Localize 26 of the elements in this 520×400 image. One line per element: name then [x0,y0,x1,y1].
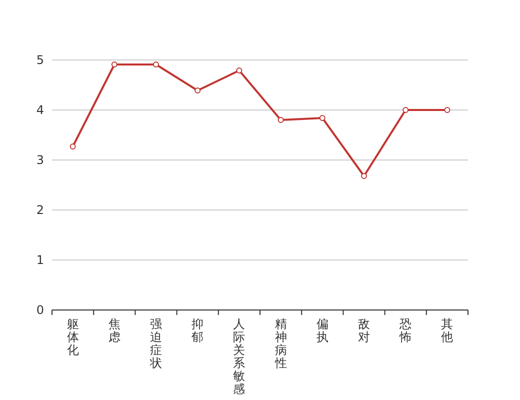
y-tick-label: 4 [36,103,44,117]
point [319,115,326,121]
point [153,62,159,68]
point [278,117,284,123]
point [361,173,367,179]
point [444,107,450,113]
x-tick-label: 人际关系敏感 [233,317,246,396]
y-tick-label: 5 [36,53,44,67]
x-tick-label: 抑郁 [192,317,204,344]
x-tick-label: 敌对 [358,317,370,344]
x-tick-label: 恐怖 [398,317,412,344]
point [111,62,118,68]
x-tick-label: 焦虑 [108,317,120,344]
y-tick-label: 2 [36,203,44,217]
x-tick-label: 精神病性 [274,317,287,370]
point [402,107,409,113]
y-tick-label: 3 [36,153,44,167]
y-tick-label: 1 [36,253,44,267]
point [236,68,242,74]
x-tick-label: 其他 [441,317,454,344]
point [194,88,201,94]
point [70,144,76,150]
x-tick-label: 偏执 [316,317,328,344]
y-tick-label: 0 [36,303,44,317]
x-tick-label: 强迫症状 [149,317,162,370]
x-tick-label: 躯体化 [66,317,79,357]
